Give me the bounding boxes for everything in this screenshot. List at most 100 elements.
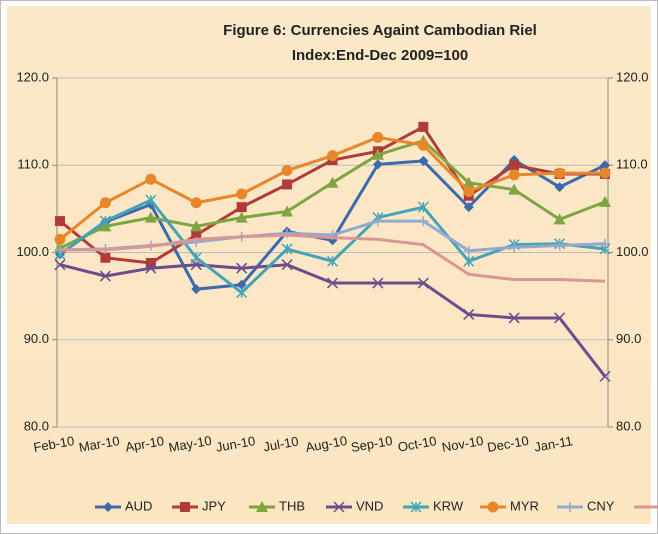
legend-item: CNY <box>557 498 615 513</box>
marker <box>508 183 521 195</box>
marker <box>54 233 66 245</box>
marker <box>371 148 384 160</box>
marker <box>281 259 293 271</box>
x-tick-group: Sep-10 <box>350 433 394 455</box>
legend-item: JPY <box>172 498 226 513</box>
marker <box>55 216 65 227</box>
legend-label: VND <box>356 498 383 513</box>
legend-label: AUD <box>125 498 152 513</box>
marker <box>372 131 384 143</box>
marker <box>99 270 111 282</box>
marker <box>236 279 247 290</box>
marker <box>418 216 429 227</box>
marker <box>99 197 111 209</box>
legend-item: THB <box>249 498 305 513</box>
y2-tick-label: 90.0 <box>616 331 641 346</box>
marker <box>509 160 520 171</box>
marker <box>554 312 566 324</box>
y-tick-label: 100.0 <box>16 244 49 259</box>
marker <box>190 252 202 264</box>
x-tick-label: Oct-10 <box>397 433 438 455</box>
marker <box>599 370 611 382</box>
marker <box>144 211 157 223</box>
marker <box>372 216 383 227</box>
marker <box>236 202 247 213</box>
marker <box>372 277 384 289</box>
marker <box>281 243 293 255</box>
x-tick-group: Feb-10 <box>32 433 75 455</box>
marker <box>190 197 202 209</box>
marker <box>600 160 610 171</box>
y2-tick-label: 100.0 <box>616 244 649 259</box>
marker <box>417 201 429 213</box>
x-tick-label: Mar-10 <box>78 433 121 455</box>
marker <box>508 169 520 181</box>
marker <box>418 155 429 166</box>
marker <box>326 277 339 289</box>
marker <box>508 312 520 324</box>
marker <box>281 164 293 176</box>
marker <box>191 230 202 241</box>
marker <box>145 257 156 268</box>
marker <box>463 185 475 197</box>
x-tick-group: Apr-10 <box>124 433 165 455</box>
x-tick-label: Jul-10 <box>262 433 299 454</box>
x-tick-label: Feb-10 <box>32 433 75 455</box>
marker <box>236 287 248 299</box>
x-tick-label: Jun-10 <box>215 433 257 455</box>
x-tick-group: Mar-10 <box>78 433 121 455</box>
x-tick-group: May-10 <box>167 433 212 455</box>
marker <box>417 277 429 289</box>
y-tick-label: 80.0 <box>24 418 49 433</box>
legend-label: KRW <box>433 498 464 513</box>
marker <box>327 150 338 162</box>
marker <box>282 228 293 239</box>
y-tick-label: 120.0 <box>16 69 49 84</box>
marker <box>191 284 202 295</box>
marker <box>462 176 475 188</box>
marker <box>463 308 475 320</box>
marker <box>236 262 248 274</box>
marker <box>418 121 429 132</box>
marker <box>54 259 66 271</box>
x-tick-group: Dec-10 <box>486 433 530 455</box>
marker <box>235 211 248 223</box>
x-tick-label: Apr-10 <box>124 433 165 455</box>
marker <box>103 502 113 512</box>
x-tick-label: Dec-10 <box>486 433 530 455</box>
chart-subtitle: Index:End-Dec 2009=100 <box>292 47 468 64</box>
x-tick-label: Jan-11 <box>533 433 574 455</box>
legend-label: MYR <box>510 498 539 513</box>
marker <box>281 205 294 217</box>
legend-label: THB <box>279 498 305 513</box>
legend-label: CNY <box>587 498 615 513</box>
marker <box>599 167 611 179</box>
x-tick-label: Nov-10 <box>441 433 485 455</box>
x-tick-label: Aug-10 <box>304 433 348 455</box>
y2-tick-label: 80.0 <box>616 418 641 433</box>
marker <box>256 501 268 512</box>
marker <box>487 501 499 513</box>
marker <box>410 501 422 513</box>
marker <box>509 242 520 253</box>
x-tick-group: Oct-10 <box>397 433 438 455</box>
marker <box>554 240 565 251</box>
marker <box>565 502 575 512</box>
marker <box>553 213 566 225</box>
marker <box>417 139 429 151</box>
marker <box>463 202 474 213</box>
x-tick-group: Nov-10 <box>441 433 485 455</box>
marker <box>599 195 611 207</box>
legend-label: JPY <box>202 498 226 513</box>
legend-item: USD <box>634 505 658 509</box>
marker <box>145 194 157 206</box>
series-line <box>60 233 606 283</box>
marker <box>554 182 565 193</box>
marker <box>236 188 248 200</box>
y-tick-label: 110.0 <box>17 157 49 172</box>
marker <box>180 502 190 512</box>
x-tick-group: Jun-10 <box>215 433 257 455</box>
legend-item: MYR <box>480 498 539 513</box>
marker <box>145 262 157 274</box>
